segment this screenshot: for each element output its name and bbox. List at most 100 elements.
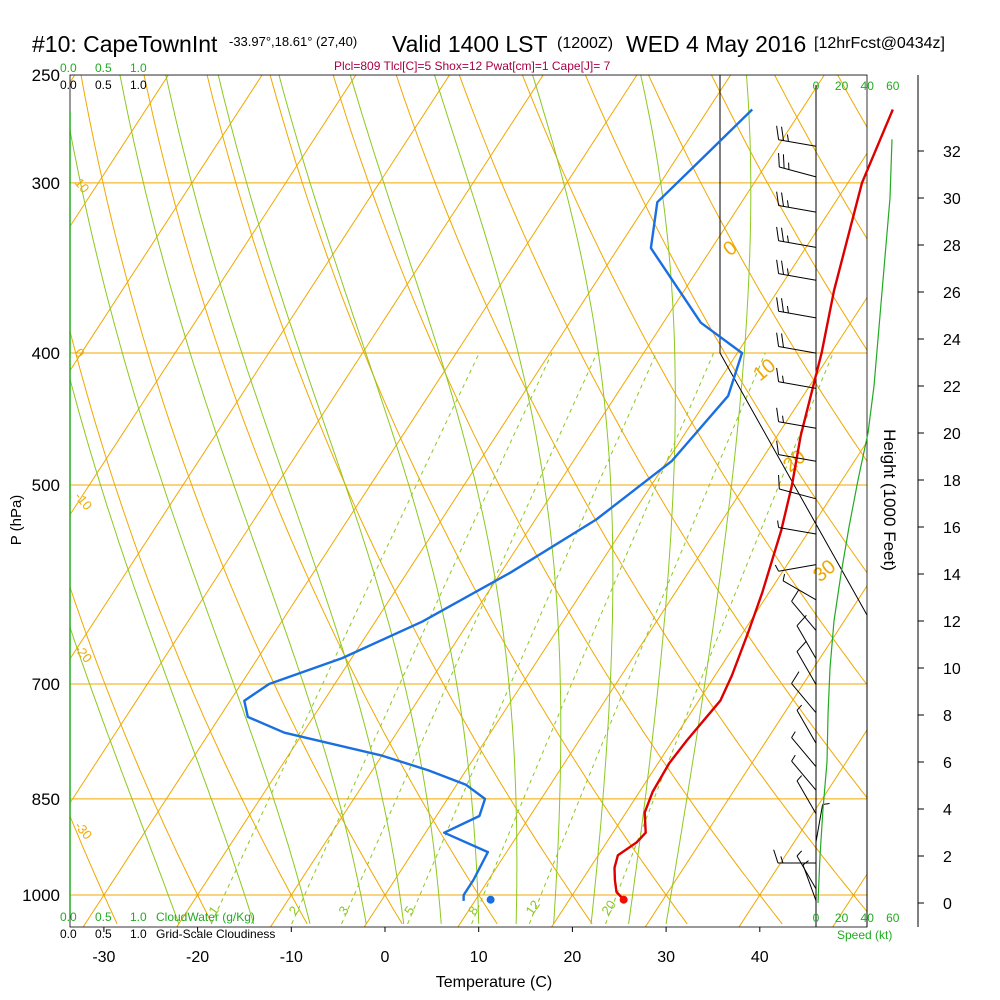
- wind-barb: [796, 775, 817, 814]
- dry-adiabat: [395, 75, 867, 913]
- wind-barb-staff: [778, 310, 817, 319]
- dry-adiabat: [332, 75, 783, 925]
- y-axis-label: P (hPa): [8, 495, 25, 546]
- wind-barb: [778, 153, 817, 178]
- wind-barb-flag: [776, 125, 780, 140]
- cloudwater-tick-top: 0.0: [60, 61, 77, 75]
- cloudiness-tick-top: 1.0: [130, 78, 147, 92]
- wind-barb-flag: [782, 415, 784, 423]
- cloudwater-tick-bottom: 0.5: [95, 910, 112, 924]
- isotherm-line: [457, 296, 867, 927]
- wind-barb: [796, 614, 817, 659]
- wind-barb-flag: [796, 850, 803, 857]
- wind-barb: [791, 731, 817, 768]
- height-tick-label: 28: [943, 238, 961, 255]
- isotherm-lines: [70, 75, 867, 927]
- dry-adiabat: [584, 75, 867, 574]
- wind-speed-curve: [817, 139, 893, 904]
- wind-barb-flag: [782, 375, 784, 383]
- wind-speed-axis: 0 0 20 20 40 40 60 60: [813, 79, 900, 925]
- wind-barb-flag: [786, 200, 789, 208]
- wind-barb-staff: [778, 205, 817, 213]
- dry-adiabat: [269, 75, 688, 925]
- wind-barb-flag: [786, 235, 789, 243]
- wind-barb-staff: [796, 855, 817, 890]
- cloudiness-tick-bottom: 1.0: [130, 927, 147, 941]
- pressure-tick-label: 700: [32, 675, 60, 694]
- wind-barb: [776, 332, 817, 354]
- height-axis-label: Height (1000 Feet): [880, 429, 899, 571]
- x-tick-label: -30: [92, 949, 115, 966]
- dry-adiabat: [70, 814, 118, 925]
- wind-barb: [776, 440, 817, 462]
- wind-barb: [802, 860, 817, 901]
- speed-tick-top: 0: [813, 79, 820, 93]
- cloudiness-label: Grid-Scale Cloudiness: [156, 927, 275, 941]
- speed-axis-label: Speed (kt): [837, 928, 892, 942]
- isotherm-line: [551, 440, 867, 927]
- wind-barb-staff: [791, 760, 817, 791]
- wind-barb-flag: [778, 153, 780, 168]
- wind-barb-flag: [791, 754, 796, 762]
- mixing-ratio-label: 20: [598, 897, 619, 917]
- height-tick-label: 2: [943, 849, 952, 866]
- wind-barb-flag: [782, 573, 786, 581]
- isotherm-line: [70, 75, 544, 804]
- wind-barb-staff: [778, 454, 817, 462]
- wind-barb-staff: [778, 346, 817, 354]
- surface-dewpoint-marker: [486, 895, 495, 904]
- x-tick-label: -10: [280, 949, 303, 966]
- mixing-ratio-line: [210, 352, 480, 925]
- cloudwater-label: CloudWater (g/Kg): [156, 910, 255, 924]
- dewpoint-curve: [243, 108, 754, 901]
- wind-barb-staff: [791, 683, 817, 713]
- wind-barb-staff: [778, 381, 817, 389]
- height-tick-label: 20: [943, 426, 961, 443]
- moist-adiabat: [217, 75, 442, 924]
- wind-barb: [776, 191, 817, 213]
- height-tick-label: 4: [943, 802, 952, 819]
- wind-barb-staff: [778, 240, 817, 248]
- pressure-axis: 250 300 400 500 700 850 1000: [22, 66, 60, 905]
- isotherm-line: [176, 75, 732, 927]
- speed-tick-bottom: 40: [861, 911, 875, 925]
- wind-barb: [791, 589, 817, 631]
- height-tick-label: 26: [943, 285, 961, 302]
- height-tick-label: 8: [943, 708, 952, 725]
- wind-barb: [773, 849, 816, 864]
- wind-barb: [776, 259, 817, 281]
- wind-barb-flag: [781, 192, 784, 207]
- mixing-ratio-labels: 1 2 3 5 8 12 20: [205, 897, 619, 917]
- moist-adiabat: [628, 75, 676, 924]
- wind-barb-flag: [776, 226, 780, 241]
- wind-barb-staff: [796, 651, 817, 685]
- height-tick-label: 0: [943, 896, 952, 913]
- wind-barb-flag: [796, 775, 803, 782]
- wind-barb-staff: [778, 564, 817, 572]
- wind-barb-staff: [779, 166, 817, 178]
- mixing-ratio-label: 3: [335, 903, 351, 918]
- wind-barb-flag: [791, 671, 800, 684]
- dry-adiabat: [80, 75, 403, 925]
- isotherm-label: 10: [72, 175, 93, 196]
- cloudwater-tick-top: 1.0: [130, 61, 147, 75]
- adiabat-label: 30: [809, 556, 840, 587]
- pressure-tick-label: 850: [32, 790, 60, 809]
- wind-barb-flag: [796, 640, 807, 652]
- wind-barb-staff: [778, 139, 817, 147]
- wind-barb-flag: [776, 259, 780, 274]
- moist-adiabat: [434, 75, 562, 924]
- wind-barb-staff: [778, 526, 817, 535]
- moist-adiabat: [278, 75, 480, 924]
- cloudiness-tick-top: 0.5: [95, 78, 112, 92]
- valid-date: WED 4 May 2016: [626, 31, 806, 57]
- wind-barb: [776, 297, 817, 319]
- wind-barb-flag: [777, 520, 780, 528]
- height-tick-label: 30: [943, 191, 961, 208]
- surface-temp-marker: [619, 895, 628, 904]
- dry-adiabat: [70, 585, 213, 925]
- cloudiness-tick-top: 0.0: [60, 78, 77, 92]
- temperature-curve: [613, 109, 894, 901]
- wind-barb-staff: [779, 488, 817, 500]
- x-tick-label: -20: [186, 949, 209, 966]
